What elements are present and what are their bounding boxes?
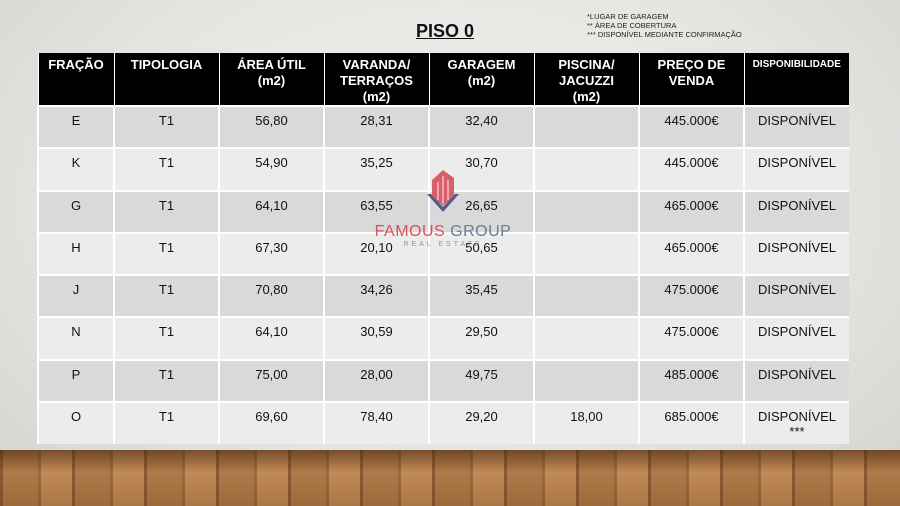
table-row: J T1 70,80 34,26 35,45 475.000€ DISPONÍVEL <box>37 274 849 318</box>
table-cell: 67,30 <box>218 231 324 276</box>
table-cell: DISPONÍVEL <box>743 274 849 318</box>
footnotes: *LUGAR DE GARAGEM ** ÁREA DE COBERTURA *… <box>587 12 742 39</box>
table-cell: 26,65 <box>428 189 534 233</box>
table-cell: 685.000€ <box>638 401 744 445</box>
column-header: PISCINA/JACUZZI (m2) <box>533 53 639 106</box>
table-row: O T1 69,60 78,40 29,20 18,00 685.000€ DISPONÍVE… <box>37 401 849 445</box>
table-cell: 29,20 <box>428 401 534 445</box>
table-cell: DISPONÍVEL <box>743 147 849 191</box>
table-cell: 50,65 <box>428 231 534 276</box>
column-header: TIPOLOGIA <box>113 53 219 106</box>
table-cell: 30,70 <box>428 147 534 191</box>
table-cell: DISPONÍVEL <box>743 189 849 233</box>
column-header: FRAÇÃO <box>37 53 114 106</box>
table-row: G T1 64,10 63,55 26,65 465.000€ DISPONÍVEL <box>37 189 849 233</box>
table-cell: 56,80 <box>218 104 324 149</box>
table-cell: DISPONÍVEL <box>743 231 849 276</box>
table-cell: 18,00 <box>533 401 639 445</box>
table-cell <box>533 231 639 276</box>
table-cell: T1 <box>113 274 219 318</box>
column-header: DISPONIBILIDADE <box>743 53 849 106</box>
table-cell: 465.000€ <box>638 231 744 276</box>
table-cell: 30,59 <box>323 316 429 360</box>
table-cell: 49,75 <box>428 358 534 403</box>
table-cell: 70,80 <box>218 274 324 318</box>
table-cell: 75,00 <box>218 358 324 403</box>
table-cell <box>533 189 639 233</box>
table-cell: H <box>37 231 114 276</box>
table-cell: DISPONÍVEL <box>743 316 849 360</box>
table-cell: E <box>37 104 114 149</box>
column-header: ÁREA ÚTIL (m2) <box>218 53 324 106</box>
table-cell: 35,25 <box>323 147 429 191</box>
note: *** DISPONÍVEL MEDIANTE CONFIRMAÇÃO <box>587 30 742 39</box>
table-cell: G <box>37 189 114 233</box>
note: *LUGAR DE GARAGEM <box>587 12 669 21</box>
column-header: PREÇO DE VENDA <box>638 53 744 106</box>
column-header: VARANDA/TERRAÇOS (m2) <box>323 53 429 106</box>
table-cell: 54,90 <box>218 147 324 191</box>
page-title: PISO 0 <box>416 21 475 41</box>
table-cell: DISPONÍVEL <box>743 358 849 403</box>
table-cell: T1 <box>113 147 219 191</box>
table-cell <box>533 147 639 191</box>
table-cell: DISPONÍVEL *** <box>743 401 849 445</box>
table-cell: 28,00 <box>323 358 429 403</box>
table-cell: 475.000€ <box>638 274 744 318</box>
table-row: K T1 54,90 35,25 30,70 445.000€ DISPONÍVEL <box>37 147 849 191</box>
table-cell: 35,45 <box>428 274 534 318</box>
table-cell: 465.000€ <box>638 189 744 233</box>
price-table: FRAÇÃO TIPOLOGIA ÁREA ÚTIL (m2) VARANDA/TERR… <box>37 53 849 445</box>
table-cell: 34,26 <box>323 274 429 318</box>
table-cell: DISPONÍVEL <box>743 104 849 149</box>
table-cell: 28,31 <box>323 104 429 149</box>
table-row: P T1 75,00 28,00 49,75 485.000€ DISPONÍVEL <box>37 358 849 403</box>
table-cell: P <box>37 358 114 403</box>
table-cell <box>533 274 639 318</box>
table-cell: 64,10 <box>218 189 324 233</box>
table-cell: 32,40 <box>428 104 534 149</box>
table-cell: K <box>37 147 114 191</box>
table-cell: T1 <box>113 104 219 149</box>
table-cell <box>533 104 639 149</box>
table-cell: 64,10 <box>218 316 324 360</box>
table-cell: 63,55 <box>323 189 429 233</box>
column-header: GARAGEM (m2) <box>428 53 534 106</box>
table-cell: 78,40 <box>323 401 429 445</box>
table-cell: J <box>37 274 114 318</box>
table-cell: T1 <box>113 358 219 403</box>
table-cell: T1 <box>113 401 219 445</box>
table-cell: 20,10 <box>323 231 429 276</box>
table-cell <box>533 316 639 360</box>
table-cell: 445.000€ <box>638 147 744 191</box>
table-cell: 29,50 <box>428 316 534 360</box>
table-cell: 475.000€ <box>638 316 744 360</box>
table-cell: 69,60 <box>218 401 324 445</box>
wood-floor <box>0 450 900 506</box>
table-cell: O <box>37 401 114 445</box>
table-row: E T1 56,80 28,31 32,40 445.000€ DISPONÍVEL <box>37 104 849 149</box>
table-row: H T1 67,30 20,10 50,65 465.000€ DISPONÍVEL <box>37 231 849 276</box>
table-row: N T1 64,10 30,59 29,50 475.000€ DISPONÍVEL <box>37 316 849 360</box>
table-cell: 485.000€ <box>638 358 744 403</box>
table-cell: N <box>37 316 114 360</box>
table-cell: T1 <box>113 316 219 360</box>
table-cell: T1 <box>113 231 219 276</box>
table-cell: T1 <box>113 189 219 233</box>
table-cell: 445.000€ <box>638 104 744 149</box>
table-cell <box>533 358 639 403</box>
note: ** ÁREA DE COBERTURA <box>587 21 677 30</box>
